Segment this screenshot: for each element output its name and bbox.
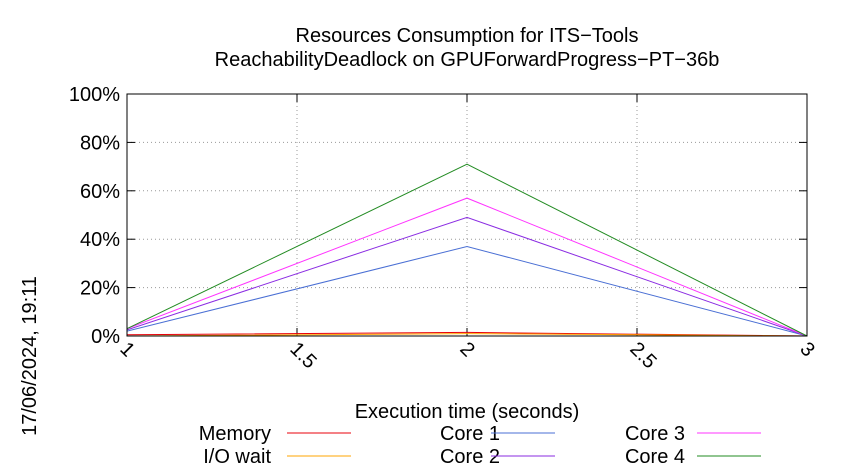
legend-label-memory: Memory xyxy=(199,423,271,445)
series-line-core-1 xyxy=(126,245,808,337)
y-tick-label: 80% xyxy=(80,132,120,154)
x-tick-label: 2.5 xyxy=(625,338,660,373)
plot-frame xyxy=(126,93,808,337)
x-tick-label: 2 xyxy=(455,338,478,361)
chart-subtitle: ReachabilityDeadlock on GPUForwardProgre… xyxy=(215,49,720,71)
x-tick-label: 1.5 xyxy=(285,338,320,373)
legend-label-core-1: Core 1 xyxy=(440,423,500,445)
grid-lines xyxy=(127,94,807,336)
series-line-i-o-wait xyxy=(126,333,808,337)
legend-label-core-2: Core 2 xyxy=(440,446,500,468)
x-tick-label: 3 xyxy=(795,338,818,361)
chart-title: Resources Consumption for ITS−Tools xyxy=(296,25,639,47)
series-line-core-3 xyxy=(126,197,808,337)
x-axis-ticks: 1 1.5 2 2.5 3 xyxy=(115,94,819,373)
series-lines xyxy=(126,163,808,337)
legend-label-i-o-wait: I/O wait xyxy=(203,446,271,468)
series-line-core-2 xyxy=(126,216,808,337)
y-tick-label: 40% xyxy=(80,229,120,251)
legend-label-core-4: Core 4 xyxy=(625,446,685,468)
x-axis-label: Execution time (seconds) xyxy=(355,401,580,423)
series-line-core-4 xyxy=(126,163,808,337)
legend-label-core-3: Core 3 xyxy=(625,423,685,445)
y-tick-label: 100% xyxy=(69,84,120,106)
y-tick-label: 0% xyxy=(91,326,120,348)
y-tick-label: 20% xyxy=(80,278,120,300)
y-tick-label: 60% xyxy=(80,181,120,203)
timestamp: 17/06/2024, 19:11 xyxy=(19,276,41,436)
